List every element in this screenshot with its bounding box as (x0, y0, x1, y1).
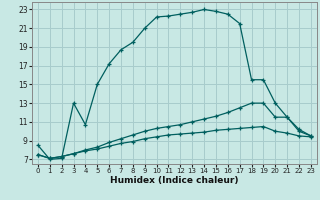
X-axis label: Humidex (Indice chaleur): Humidex (Indice chaleur) (110, 176, 239, 185)
